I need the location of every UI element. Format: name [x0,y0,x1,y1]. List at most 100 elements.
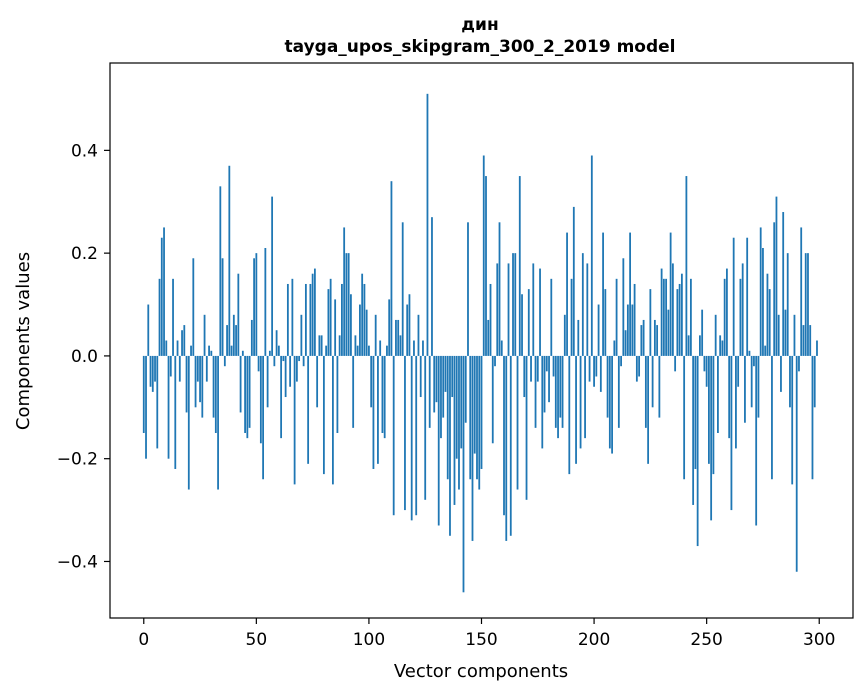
bar [183,325,186,356]
bar [210,350,213,356]
bar [259,355,262,444]
bar [320,335,323,356]
bar [203,314,206,356]
bar [728,355,731,439]
x-tick-label: 150 [465,630,497,650]
bar [453,355,456,505]
bar [775,196,778,356]
bar [771,355,773,480]
bar [554,355,557,428]
bar [264,248,267,356]
bar [460,355,463,449]
bar [532,263,535,356]
bar [167,355,170,459]
x-tick-label: 50 [246,630,268,650]
bar [262,355,264,480]
bar [464,355,467,423]
bar [390,181,393,356]
bar [703,355,706,372]
bar [699,335,701,356]
bar [800,227,803,356]
bar [147,304,150,356]
bar [705,355,708,387]
bar [773,222,776,356]
bar [798,355,800,372]
x-axis-ticks: 0 50 100 150 200 250 300 [138,618,835,650]
bar [660,268,663,356]
bar [566,232,568,356]
bar [617,355,620,428]
bar [638,355,641,377]
bar [586,263,589,356]
bar [309,283,312,356]
bar [212,355,215,418]
bar [816,340,818,356]
bar [692,355,695,505]
bar [451,355,454,398]
bar [277,345,280,356]
bar [214,355,217,433]
bar [428,355,431,428]
bar [786,253,789,356]
bar [408,294,411,356]
bar [644,355,647,428]
bar [208,345,210,356]
bar [572,206,575,356]
bar [503,355,505,516]
bar [201,355,204,418]
bar [444,355,447,392]
bar [726,268,728,356]
x-tick-label: 200 [578,630,610,650]
bar [374,314,377,356]
bar [442,355,445,418]
bar [548,355,550,403]
bar [399,335,402,356]
bar [307,355,310,464]
bar [379,340,382,356]
bar [199,355,201,403]
y-tick-label: 0.0 [71,347,98,367]
bar [435,355,438,403]
bar [480,355,483,469]
bar [419,355,422,398]
bar [633,283,636,356]
bar [478,355,481,490]
bar [359,304,361,356]
bar [543,355,546,413]
bar [318,335,321,356]
bar [257,355,260,372]
bar [680,273,683,356]
bar [507,263,510,356]
bar [169,355,172,377]
bar [241,350,244,356]
bar [563,314,566,356]
bar [354,335,357,356]
bar [469,355,472,480]
bar [286,283,289,356]
bar [521,294,523,356]
bar [527,289,530,356]
bar [462,355,465,593]
y-axis-ticks: −0.4 −0.2 0.0 0.2 0.4 [57,141,110,572]
bar [313,268,316,356]
bar [377,355,379,464]
bar [237,273,240,356]
bar [795,355,798,572]
bar [413,340,415,356]
bar [584,355,586,439]
x-tick-label: 300 [803,630,835,650]
bar [615,278,618,356]
bar [737,355,740,387]
bar [149,355,152,387]
bar [687,335,690,356]
bar [696,355,699,547]
bar [676,289,679,356]
bar [653,319,656,356]
bar [345,253,348,356]
bar [620,355,622,367]
bar [156,355,159,449]
bar [667,309,670,356]
bar [689,278,692,356]
bar [575,355,577,464]
bar [228,165,231,356]
